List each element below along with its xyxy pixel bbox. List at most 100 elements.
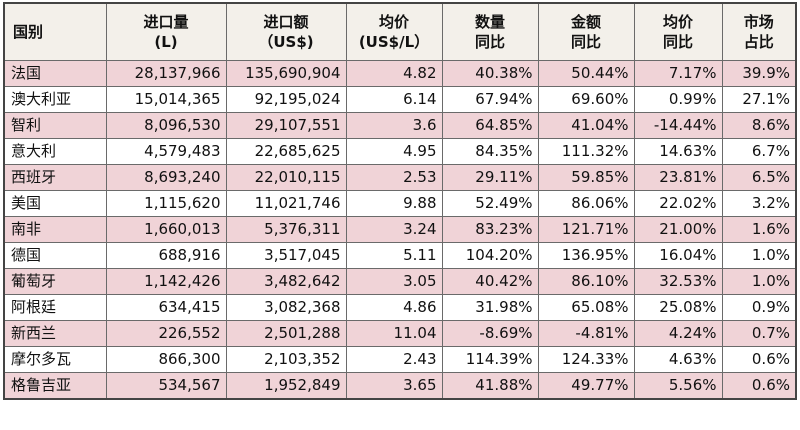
- cell-market-share: 0.7%: [721, 320, 797, 347]
- cell-country: 摩尔多瓦: [3, 346, 107, 373]
- cell-market-share: 0.6%: [721, 346, 797, 373]
- cell-import-volume: 226,552: [105, 320, 227, 347]
- cell-country: 新西兰: [3, 320, 107, 347]
- cell-volume-yoy: 114.39%: [441, 346, 539, 373]
- table-row: 南非 1,660,013 5,376,311 3.24 83.23% 121.71% 21.…: [3, 216, 797, 243]
- table-row: 德国 688,916 3,517,045 5.11 104.20% 136.95% 16.0…: [3, 242, 797, 269]
- cell-market-share: 1.6%: [721, 216, 797, 243]
- cell-country: 意大利: [3, 138, 107, 165]
- cell-volume-yoy: 41.88%: [441, 372, 539, 400]
- cell-avg-price: 9.88: [345, 190, 443, 217]
- cell-import-value: 11,021,746: [225, 190, 347, 217]
- cell-import-value: 2,501,288: [225, 320, 347, 347]
- cell-price-yoy: 23.81%: [633, 164, 723, 191]
- cell-import-volume: 1,660,013: [105, 216, 227, 243]
- cell-value-yoy: 41.04%: [537, 112, 635, 139]
- cell-market-share: 39.9%: [721, 60, 797, 87]
- cell-value-yoy: 111.32%: [537, 138, 635, 165]
- table-row: 意大利 4,579,483 22,685,625 4.95 84.35% 111.32% 1…: [3, 138, 797, 165]
- cell-value-yoy: 65.08%: [537, 294, 635, 321]
- cell-price-yoy: 21.00%: [633, 216, 723, 243]
- cell-price-yoy: 4.63%: [633, 346, 723, 373]
- cell-import-volume: 688,916: [105, 242, 227, 269]
- cell-market-share: 27.1%: [721, 86, 797, 113]
- cell-market-share: 1.0%: [721, 242, 797, 269]
- table-row: 新西兰 226,552 2,501,288 11.04 -8.69% -4.81% 4.24…: [3, 320, 797, 347]
- table-row: 葡萄牙 1,142,426 3,482,642 3.05 40.42% 86.10% 32.…: [3, 268, 797, 295]
- table-container: 国别 进口量 (L) 进口额 （US$) 均价 (US$/L） 数量 同比: [3, 2, 797, 426]
- cell-avg-price: 4.86: [345, 294, 443, 321]
- cell-price-yoy: 7.17%: [633, 60, 723, 87]
- cell-price-yoy: 14.63%: [633, 138, 723, 165]
- header-value-yoy: 金额 同比: [537, 2, 635, 61]
- cell-price-yoy: 22.02%: [633, 190, 723, 217]
- cell-price-yoy: 4.24%: [633, 320, 723, 347]
- cell-value-yoy: 59.85%: [537, 164, 635, 191]
- wine-import-table: 国别 进口量 (L) 进口额 （US$) 均价 (US$/L） 数量 同比: [3, 2, 797, 400]
- cell-market-share: 3.2%: [721, 190, 797, 217]
- cell-avg-price: 3.6: [345, 112, 443, 139]
- cell-price-yoy: 25.08%: [633, 294, 723, 321]
- cell-avg-price: 2.53: [345, 164, 443, 191]
- table-row: 美国 1,115,620 11,021,746 9.88 52.49% 86.06% 22.…: [3, 190, 797, 217]
- header-row: 国别 进口量 (L) 进口额 （US$) 均价 (US$/L） 数量 同比: [3, 2, 797, 61]
- table-row: 格鲁吉亚 534,567 1,952,849 3.65 41.88% 49.77% 5.56…: [3, 372, 797, 400]
- cell-market-share: 0.9%: [721, 294, 797, 321]
- cell-volume-yoy: 83.23%: [441, 216, 539, 243]
- cell-import-value: 2,103,352: [225, 346, 347, 373]
- header-volume-yoy: 数量 同比: [441, 2, 539, 61]
- cell-avg-price: 5.11: [345, 242, 443, 269]
- cell-import-volume: 4,579,483: [105, 138, 227, 165]
- cell-volume-yoy: -8.69%: [441, 320, 539, 347]
- cell-country: 法国: [3, 60, 107, 87]
- cell-import-value: 1,952,849: [225, 372, 347, 400]
- table-row: 澳大利亚 15,014,365 92,195,024 6.14 67.94% 69.60%…: [3, 86, 797, 113]
- cell-import-volume: 8,096,530: [105, 112, 227, 139]
- header-country: 国别: [3, 2, 107, 61]
- cell-import-volume: 634,415: [105, 294, 227, 321]
- cell-value-yoy: 49.77%: [537, 372, 635, 400]
- cell-price-yoy: 0.99%: [633, 86, 723, 113]
- cell-country: 智利: [3, 112, 107, 139]
- cell-market-share: 0.6%: [721, 372, 797, 400]
- cell-country: 澳大利亚: [3, 86, 107, 113]
- header-avg-price: 均价 (US$/L）: [345, 2, 443, 61]
- cell-volume-yoy: 40.42%: [441, 268, 539, 295]
- cell-volume-yoy: 104.20%: [441, 242, 539, 269]
- cell-import-volume: 15,014,365: [105, 86, 227, 113]
- table-row: 智利 8,096,530 29,107,551 3.6 64.85% 41.04% -14.…: [3, 112, 797, 139]
- cell-import-value: 5,376,311: [225, 216, 347, 243]
- cell-import-value: 3,082,368: [225, 294, 347, 321]
- cell-country: 葡萄牙: [3, 268, 107, 295]
- cell-import-value: 22,010,115: [225, 164, 347, 191]
- cell-import-value: 92,195,024: [225, 86, 347, 113]
- cell-country: 美国: [3, 190, 107, 217]
- cell-volume-yoy: 31.98%: [441, 294, 539, 321]
- cell-price-yoy: -14.44%: [633, 112, 723, 139]
- cell-market-share: 8.6%: [721, 112, 797, 139]
- table-row: 西班牙 8,693,240 22,010,115 2.53 29.11% 59.85% 23…: [3, 164, 797, 191]
- table-row: 法国 28,137,966 135,690,904 4.82 40.38% 50.44% 7…: [3, 60, 797, 87]
- cell-volume-yoy: 84.35%: [441, 138, 539, 165]
- cell-import-volume: 866,300: [105, 346, 227, 373]
- cell-volume-yoy: 67.94%: [441, 86, 539, 113]
- cell-country: 格鲁吉亚: [3, 372, 107, 400]
- cell-value-yoy: -4.81%: [537, 320, 635, 347]
- cell-import-value: 3,517,045: [225, 242, 347, 269]
- cell-avg-price: 3.65: [345, 372, 443, 400]
- cell-value-yoy: 50.44%: [537, 60, 635, 87]
- cell-country: 德国: [3, 242, 107, 269]
- cell-volume-yoy: 52.49%: [441, 190, 539, 217]
- table-row: 摩尔多瓦 866,300 2,103,352 2.43 114.39% 124.33% 4.…: [3, 346, 797, 373]
- table-body: 法国 28,137,966 135,690,904 4.82 40.38% 50.44% 7…: [3, 60, 797, 400]
- cell-value-yoy: 86.10%: [537, 268, 635, 295]
- cell-import-value: 22,685,625: [225, 138, 347, 165]
- cell-import-volume: 1,142,426: [105, 268, 227, 295]
- cell-country: 阿根廷: [3, 294, 107, 321]
- cell-import-volume: 534,567: [105, 372, 227, 400]
- table-row: 阿根廷 634,415 3,082,368 4.86 31.98% 65.08% 25.08…: [3, 294, 797, 321]
- cell-avg-price: 6.14: [345, 86, 443, 113]
- cell-avg-price: 11.04: [345, 320, 443, 347]
- cell-avg-price: 2.43: [345, 346, 443, 373]
- cell-volume-yoy: 29.11%: [441, 164, 539, 191]
